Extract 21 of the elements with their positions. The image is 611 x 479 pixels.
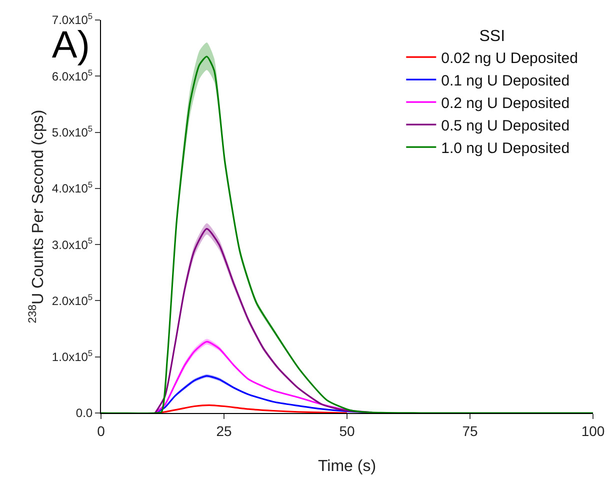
legend-label: 1.0 ng U Deposited (441, 140, 570, 157)
y-tick-label: 2.0x10$^{5}$ (52, 292, 93, 308)
x-tick-label: 25 (216, 422, 232, 439)
legend-label: 0.2 ng U Deposited (441, 94, 570, 112)
y-tick-label: 7.0x10$^{5}$ (52, 11, 93, 28)
legend-label: 0.5 ng U Deposited (441, 117, 570, 134)
y-tick-label: 0.0 (76, 406, 93, 420)
x-tick-label: 0 (97, 422, 106, 439)
x-tick-label: 50 (339, 422, 355, 439)
y-tick-label: 4.0x10$^{5}$ (52, 180, 93, 196)
legend-label: 0.1 ng U Deposited (441, 72, 570, 90)
x-axis-title: Time (s) (318, 458, 376, 475)
y-tick-label: 3.0x10$^{5}$ (52, 236, 93, 252)
y-tick-label: 1.0x10$^{5}$ (52, 348, 93, 364)
y-tick-label: 5.0x10$^{5}$ (52, 123, 93, 140)
y-tick-label: 6.0x10$^{5}$ (52, 67, 93, 84)
x-tick-label: 75 (462, 422, 478, 439)
legend-title: SSI (479, 28, 506, 45)
x-tick-label: 100 (581, 422, 605, 439)
legend-label: 0.02 ng U Deposited (441, 50, 578, 67)
chart-title: A) (52, 24, 90, 67)
